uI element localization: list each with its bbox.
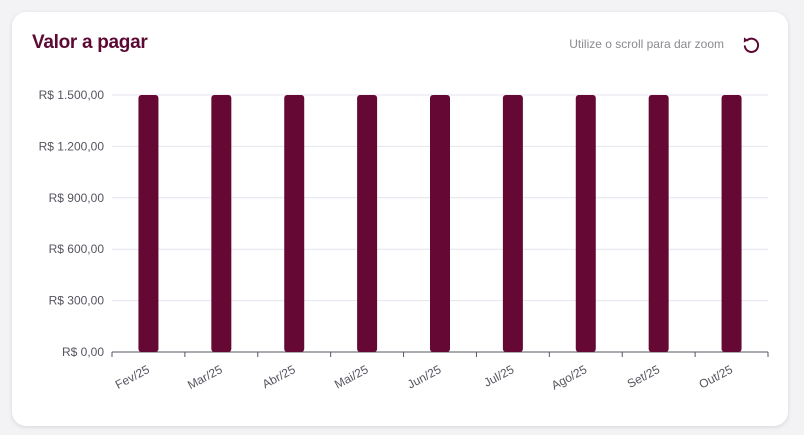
- bar-fev-25: [138, 95, 159, 352]
- chart-title: Valor a pagar: [32, 32, 148, 53]
- x-tick-label: Fev/25: [113, 362, 152, 392]
- y-tick-label: R$ 1.500,00: [39, 88, 105, 102]
- reset-zoom-button[interactable]: [740, 34, 762, 56]
- x-tick-label: Out/25: [697, 362, 736, 391]
- y-tick-label: R$ 900,00: [49, 191, 105, 205]
- rotate-ccw-icon: [743, 37, 760, 53]
- bar-mai-25: [357, 95, 378, 352]
- bar-jul-25: [502, 95, 523, 352]
- x-tick-label: Ago/25: [549, 362, 589, 392]
- x-tick-label: Mar/25: [185, 362, 225, 392]
- x-tick-label: Jun/25: [405, 362, 444, 391]
- x-tick-label: Abr/25: [260, 362, 298, 391]
- bar-jun-25: [430, 95, 450, 352]
- x-tick-label: Mai/25: [332, 362, 371, 391]
- bar-set-25: [648, 95, 669, 352]
- x-tick-label: Set/25: [625, 362, 662, 391]
- y-tick-label: R$ 300,00: [49, 294, 105, 308]
- x-tick-label: Jul/25: [481, 362, 516, 390]
- bar-abr-25: [284, 95, 305, 352]
- y-tick-label: R$ 600,00: [49, 242, 105, 256]
- bar-ago-25: [575, 95, 596, 352]
- zoom-hint: Utilize o scroll para dar zoom: [569, 37, 724, 51]
- bar-out-25: [721, 95, 742, 352]
- y-tick-label: R$ 1.200,00: [39, 139, 105, 153]
- bar-mar-25: [211, 95, 232, 352]
- y-tick-label: R$ 0,00: [62, 345, 104, 359]
